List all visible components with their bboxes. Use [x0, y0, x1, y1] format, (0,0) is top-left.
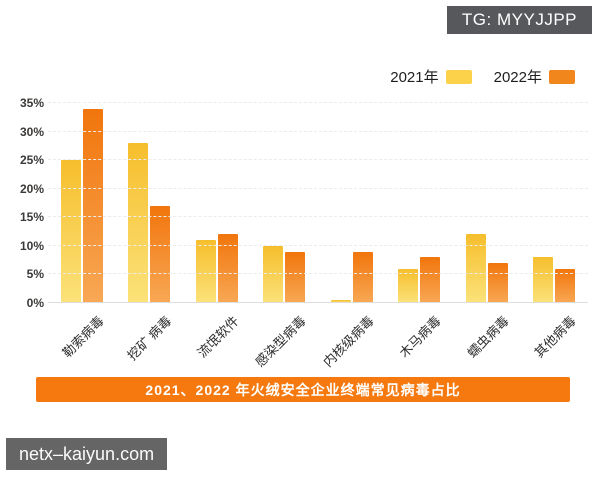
tg-badge-text: TG: MYYJJPP: [461, 10, 577, 29]
x-label-cell: 木马病毒: [386, 303, 454, 375]
legend-item-2021: 2021年: [390, 66, 472, 87]
x-label-cell: 其他病毒: [521, 303, 589, 375]
x-axis-labels: 勒索病毒 挖矿 病毒 流氓软件 感染型病毒 内核级病毒 木马病毒 蠕虫病毒 其他病毒: [48, 303, 588, 375]
bar-2022: [150, 205, 171, 303]
legend-swatch: [549, 69, 575, 84]
chart-title: 2021、2022 年火绒安全企业终端常见病毒占比: [145, 381, 461, 398]
gridline: [48, 130, 588, 132]
bar-2021: [330, 300, 351, 303]
x-tick-label: 挖矿 病毒: [124, 313, 174, 364]
bar-group: [48, 103, 116, 303]
y-tick-label: 25%: [19, 153, 44, 168]
bar-2021: [465, 234, 486, 303]
bar-2021: [195, 240, 216, 303]
bar-2022: [82, 108, 103, 303]
bar-group: [318, 103, 386, 303]
x-axis-line: [48, 302, 588, 303]
bar-2022: [217, 234, 238, 303]
gridline: [48, 102, 588, 103]
y-tick-label: 30%: [19, 124, 44, 139]
x-tick-label: 木马病毒: [396, 313, 444, 361]
bar-group: [116, 103, 184, 303]
legend-item-2022: 2022年: [494, 66, 575, 87]
y-tick-label: 15%: [19, 210, 44, 225]
x-label-cell: 内核级病毒: [318, 303, 386, 375]
bar-group: [183, 103, 251, 303]
bar-2021: [60, 160, 81, 303]
x-label-cell: 挖矿 病毒: [116, 303, 184, 375]
y-tick-label: 5%: [26, 267, 44, 282]
bar-2022: [285, 251, 306, 303]
virus-bar-chart: 0% 5% 10% 15% 20% 25% 30% 35% 勒索病毒 挖矿 病毒 流氓软件 感染型病…: [20, 96, 589, 375]
x-tick-label: 内核级病毒: [319, 313, 377, 370]
legend-label: 2021年: [390, 69, 439, 86]
bar-group: [453, 103, 521, 303]
gridline: [48, 244, 588, 246]
bar-group: [386, 103, 454, 303]
y-tick-label: 20%: [19, 181, 44, 196]
bar-2021: [533, 257, 554, 303]
x-label-cell: 勒索病毒: [48, 303, 116, 375]
y-tick-label: 0%: [26, 296, 44, 310]
watermark-text: netx–kaiyun.com: [19, 444, 155, 464]
x-tick-label: 流氓软件: [194, 313, 242, 361]
gridline: [48, 159, 588, 161]
x-tick-label: 感染型病毒: [252, 313, 309, 370]
chart-title-banner: 2021、2022 年火绒安全企业终端常见病毒占比: [36, 377, 570, 402]
x-tick-label: 其他病毒: [531, 313, 579, 361]
legend: 2021年 2022年: [390, 66, 575, 87]
legend-label: 2022年: [493, 69, 542, 86]
x-label-cell: 感染型病毒: [251, 303, 319, 375]
plot-area: 0% 5% 10% 15% 20% 25% 30% 35%: [20, 96, 589, 310]
gridline: [48, 187, 588, 189]
bar-2022: [555, 268, 576, 303]
gridline: [48, 273, 588, 275]
bar-2021: [398, 268, 419, 303]
bar-2022: [420, 257, 441, 303]
x-tick-label: 蠕虫病毒: [464, 313, 512, 361]
bar-group: [521, 103, 589, 303]
bar-2021: [128, 143, 149, 303]
watermark: netx–kaiyun.com: [6, 438, 168, 470]
bar-2022: [487, 263, 508, 303]
legend-swatch: [445, 69, 472, 84]
gridline: [48, 216, 588, 218]
tg-badge: TG: MYYJJPP: [446, 6, 592, 34]
y-tick-label: 10%: [19, 238, 44, 253]
x-label-cell: 流氓软件: [183, 303, 251, 375]
x-tick-label: 勒索病毒: [59, 313, 107, 361]
x-label-cell: 蠕虫病毒: [453, 303, 521, 375]
bar-2022: [352, 251, 373, 303]
y-tick-label: 35%: [19, 96, 44, 110]
